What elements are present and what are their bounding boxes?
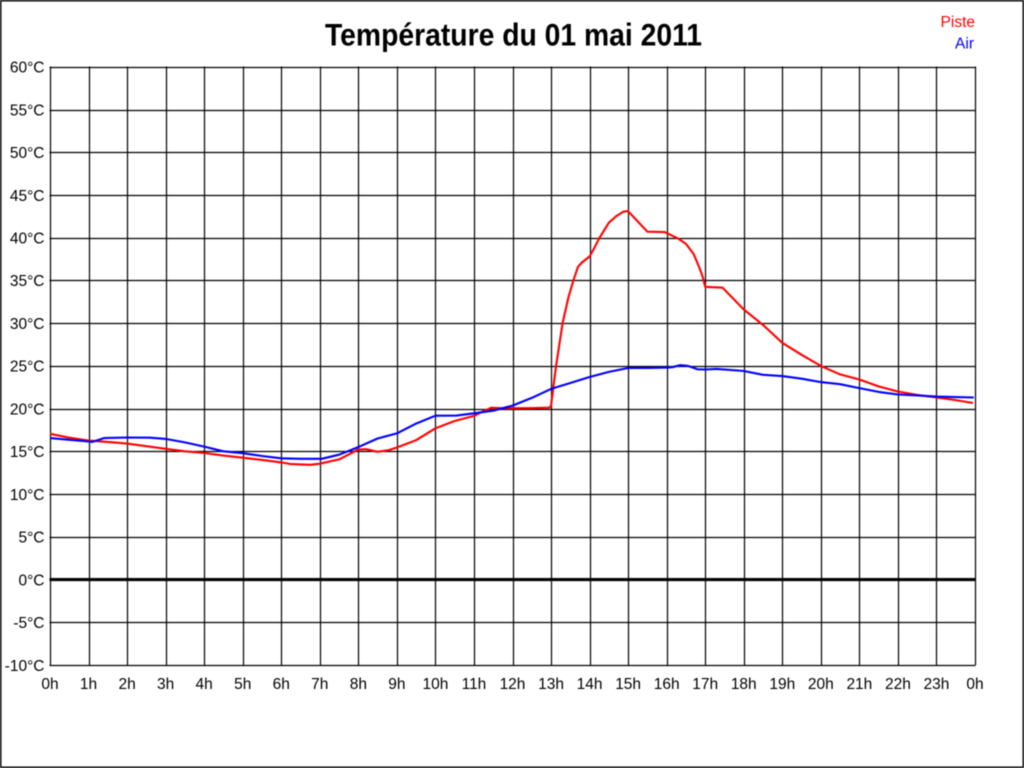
svg-text:16h: 16h [654,676,680,693]
svg-text:19h: 19h [769,676,795,693]
svg-text:18h: 18h [731,676,757,693]
svg-text:10°C: 10°C [10,487,45,504]
svg-text:-5°C: -5°C [13,615,44,632]
svg-text:15h: 15h [615,676,641,693]
svg-text:Air: Air [955,36,974,53]
svg-text:5°C: 5°C [18,530,44,547]
svg-text:8h: 8h [350,676,367,693]
svg-text:50°C: 50°C [10,145,45,162]
svg-text:3h: 3h [157,676,174,693]
svg-text:40°C: 40°C [10,231,45,248]
svg-text:0°C: 0°C [18,572,44,589]
svg-text:10h: 10h [422,676,448,693]
svg-text:-10°C: -10°C [5,658,45,675]
svg-text:25°C: 25°C [10,359,45,376]
svg-text:20°C: 20°C [10,401,45,418]
svg-text:55°C: 55°C [10,102,45,119]
svg-text:23h: 23h [924,676,950,693]
svg-text:30°C: 30°C [10,316,45,333]
svg-text:6h: 6h [273,676,290,693]
svg-text:13h: 13h [538,676,564,693]
svg-text:21h: 21h [846,676,872,693]
svg-text:14h: 14h [577,676,603,693]
svg-text:0h: 0h [41,676,58,693]
svg-text:7h: 7h [311,676,328,693]
svg-text:9h: 9h [388,676,405,693]
svg-text:12h: 12h [500,676,526,693]
svg-text:Piste: Piste [941,14,975,31]
svg-text:1h: 1h [80,676,97,693]
svg-text:17h: 17h [692,676,718,693]
svg-text:0h: 0h [966,676,983,693]
svg-text:35°C: 35°C [10,273,45,290]
svg-text:15°C: 15°C [10,444,45,461]
svg-text:60°C: 60°C [10,60,45,77]
svg-text:45°C: 45°C [10,188,45,205]
svg-text:4h: 4h [196,676,213,693]
svg-text:5h: 5h [234,676,251,693]
svg-text:Température du 01 mai 2011: Température du 01 mai 2011 [325,17,702,53]
svg-text:2h: 2h [118,676,135,693]
svg-text:22h: 22h [885,676,911,693]
svg-text:20h: 20h [808,676,834,693]
svg-text:11h: 11h [462,676,487,693]
